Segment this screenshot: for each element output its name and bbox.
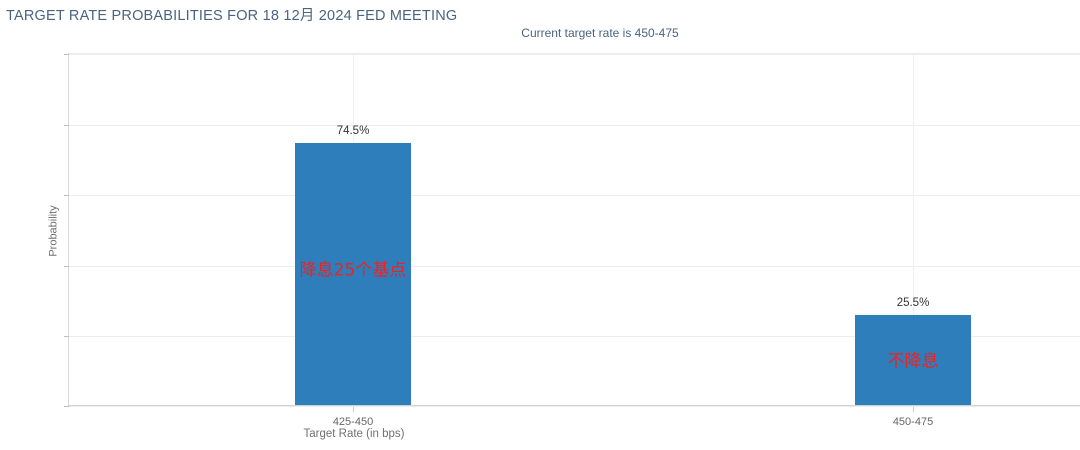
x-tick-label-425-450: 425-450 xyxy=(332,416,374,428)
y-tick-mark-60 xyxy=(64,195,69,197)
gridline-100 xyxy=(69,54,1080,55)
y-tick-mark-20 xyxy=(64,336,69,338)
bar-value-label-450-475: 25.5% xyxy=(896,297,930,310)
chart-title: TARGET RATE PROBABILITIES FOR 18 12月 202… xyxy=(6,8,458,24)
x-axis-title: Target Rate (in bps) xyxy=(303,428,405,440)
y-tick-mark-40 xyxy=(64,265,69,267)
chart-subtitle: Current target rate is 450-475 xyxy=(521,26,679,40)
bar-annotation-425-450: 降息25个基点 xyxy=(299,260,407,281)
bar-annotation-450-475: 不降息 xyxy=(887,351,939,372)
x-tick-label-450-475: 450-475 xyxy=(892,416,934,428)
gridline-0 xyxy=(69,406,1080,407)
bar-450-475[interactable] xyxy=(855,315,971,405)
y-axis-title-text: Probability xyxy=(48,204,61,257)
y-tick-mark-80 xyxy=(64,124,69,126)
bar-425-450[interactable] xyxy=(295,142,411,405)
plot-area: Probability 100% 80% 60% 40% 20% 0% 74.5… xyxy=(48,53,1080,428)
y-tick-mark-0 xyxy=(64,406,69,407)
y-tick-mark-100 xyxy=(64,54,69,55)
gridline-20 xyxy=(69,336,1080,338)
gridline-40 xyxy=(69,265,1080,267)
gridline-60 xyxy=(69,195,1080,197)
vgridline-category-2 xyxy=(913,54,914,405)
bar-value-label-425-450: 74.5% xyxy=(336,124,370,137)
x-tick-mark-450-475 xyxy=(913,407,914,412)
gridline-80 xyxy=(69,124,1080,126)
x-tick-mark-425-450 xyxy=(353,407,354,412)
y-axis-title: Probability xyxy=(47,54,61,407)
